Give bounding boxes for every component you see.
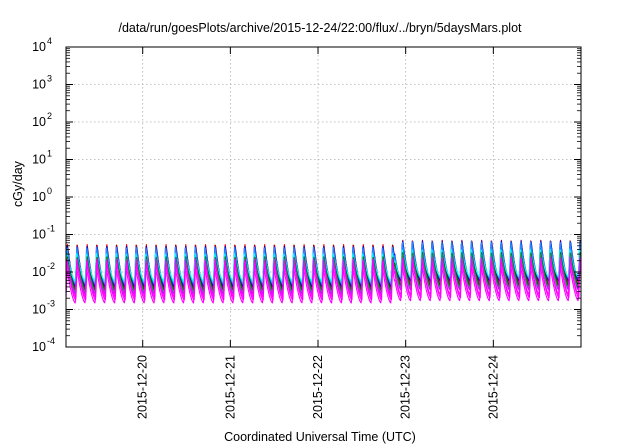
y-tick-exponent: 2 [47, 111, 52, 121]
y-tick-label: 10 [32, 340, 46, 354]
y-tick-exponent: -3 [47, 299, 55, 309]
chart-title: /data/run/goesPlots/archive/2015-12-24/2… [118, 21, 522, 35]
y-tick-exponent: 1 [47, 149, 52, 159]
y-tick-exponent: -1 [47, 224, 55, 234]
series-group [65, 239, 582, 304]
series-line [65, 252, 582, 293]
y-tick-label: 10 [32, 265, 46, 279]
x-tick-label: 2015-12-24 [486, 355, 500, 419]
series-line [65, 248, 582, 282]
x-tick-label: 2015-12-22 [311, 355, 325, 419]
y-tick-label: 10 [32, 190, 46, 204]
y-tick-label: 10 [32, 228, 46, 242]
y-tick-label: 10 [32, 40, 46, 54]
y-tick-exponent: 3 [47, 74, 52, 84]
y-tick-exponent: 0 [47, 186, 52, 196]
y-tick-exponent: -4 [47, 336, 55, 346]
y-tick-exponent: 4 [47, 36, 52, 46]
y-tick-exponent: -2 [47, 261, 55, 271]
y-tick-label: 10 [32, 115, 46, 129]
x-tick-label: 2015-12-20 [136, 355, 150, 419]
x-axis: 2015-12-20 2015-12-21 2015-12-22 2015-12-23… [136, 47, 500, 419]
y-axis-label: cGy/day [11, 161, 25, 207]
x-tick-label: 2015-12-21 [223, 355, 237, 419]
x-tick-label: 2015-12-23 [399, 355, 413, 419]
x-axis-label: Coordinated Universal Time (UTC) [224, 430, 416, 444]
y-tick-label: 10 [32, 153, 46, 167]
y-tick-label: 10 [32, 303, 46, 317]
series-line [65, 256, 582, 298]
y-tick-label: 10 [32, 78, 46, 92]
